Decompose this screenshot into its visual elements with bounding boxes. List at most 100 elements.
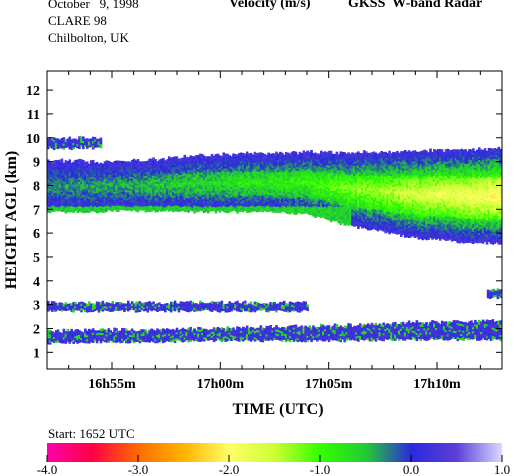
velocity-cell	[95, 170, 99, 173]
velocity-cell	[359, 155, 362, 158]
velocity-cell	[296, 160, 300, 163]
velocity-cell	[279, 198, 282, 202]
velocity-cell	[361, 203, 364, 207]
velocity-cell	[300, 152, 304, 156]
velocity-cell	[257, 203, 261, 206]
velocity-cell	[333, 184, 337, 187]
velocity-cell	[351, 168, 354, 172]
velocity-cell	[109, 188, 112, 191]
velocity-cell	[368, 205, 372, 209]
velocity-cell	[238, 183, 241, 186]
velocity-cell	[322, 174, 325, 177]
velocity-cell	[347, 164, 350, 168]
velocity-cell	[339, 155, 343, 159]
velocity-cell	[322, 212, 325, 216]
velocity-cell	[364, 218, 368, 221]
velocity-cell	[255, 171, 259, 174]
velocity-cell	[341, 194, 345, 198]
velocity-cell	[103, 210, 107, 213]
velocity-cell	[310, 156, 313, 159]
velocity-cell	[234, 198, 237, 202]
velocity-cell	[333, 182, 337, 185]
velocity-cell	[193, 160, 196, 163]
velocity-cell	[156, 209, 159, 213]
velocity-cell	[382, 227, 385, 230]
velocity-cell	[179, 182, 183, 186]
velocity-cell	[226, 155, 229, 159]
velocity-cell	[138, 177, 142, 181]
velocity-cell	[88, 204, 91, 207]
velocity-cell	[359, 211, 362, 215]
velocity-cell	[146, 205, 150, 208]
velocity-cell	[300, 193, 304, 197]
velocity-cell	[320, 197, 323, 200]
velocity-cell	[222, 182, 226, 186]
velocity-cell	[84, 179, 87, 183]
velocity-cell	[158, 181, 161, 185]
velocity-cell	[78, 209, 81, 213]
velocity-cell	[257, 183, 261, 186]
velocity-cell	[247, 175, 251, 179]
velocity-cell	[364, 179, 368, 183]
velocity-cell	[115, 209, 118, 212]
velocity-cell	[84, 175, 87, 179]
velocity-cells	[47, 136, 502, 345]
velocity-cell	[164, 176, 167, 180]
velocity-cell	[89, 202, 93, 206]
velocity-cell	[353, 173, 356, 177]
velocity-cell	[82, 164, 85, 167]
velocity-cell	[226, 161, 229, 165]
velocity-cell	[68, 187, 72, 191]
velocity-cell	[123, 185, 126, 189]
velocity-cell	[228, 195, 231, 199]
velocity-cell	[197, 195, 200, 199]
velocity-cell	[318, 155, 321, 159]
velocity-cell	[300, 161, 304, 164]
velocity-cell	[286, 207, 290, 210]
velocity-cell	[86, 175, 89, 179]
velocity-cell	[93, 183, 97, 186]
velocity-cell	[103, 205, 107, 209]
velocity-cell	[345, 222, 348, 226]
velocity-cell	[294, 198, 298, 201]
velocity-cell	[193, 194, 196, 198]
velocity-cell	[318, 202, 321, 205]
velocity-cell	[249, 167, 253, 170]
velocity-cell	[166, 191, 169, 195]
velocity-cell	[244, 169, 247, 173]
velocity-cell	[351, 184, 354, 188]
velocity-cell	[205, 193, 208, 196]
velocity-cell	[82, 208, 85, 212]
velocity-cell	[343, 223, 346, 226]
velocity-cell	[275, 169, 278, 173]
velocity-cell	[335, 176, 339, 179]
velocity-cell	[353, 218, 356, 221]
velocity-cell	[107, 181, 111, 184]
velocity-cell	[267, 172, 270, 176]
velocity-cell	[208, 160, 212, 164]
velocity-cell	[255, 205, 259, 209]
velocity-cell	[160, 195, 163, 198]
velocity-cell	[189, 167, 192, 171]
velocity-cell	[107, 199, 111, 202]
velocity-cell	[370, 207, 374, 210]
velocity-cell	[240, 172, 243, 176]
velocity-cell	[146, 162, 150, 166]
velocity-cell	[58, 198, 62, 201]
velocity-cell	[152, 191, 155, 195]
velocity-cell	[82, 206, 85, 210]
velocity-cell	[286, 170, 290, 174]
velocity-cell	[341, 218, 345, 222]
velocity-cell	[127, 167, 130, 170]
velocity-cell	[54, 194, 58, 198]
velocity-cell	[255, 177, 259, 180]
velocity-cell	[226, 182, 229, 185]
velocity-cell	[259, 194, 263, 198]
velocity-cell	[370, 156, 374, 159]
velocity-cell	[82, 178, 85, 181]
velocity-cell	[167, 207, 171, 210]
velocity-cell	[64, 184, 68, 188]
velocity-cell	[224, 153, 228, 157]
velocity-cell	[302, 193, 306, 196]
velocity-cell	[359, 203, 362, 207]
